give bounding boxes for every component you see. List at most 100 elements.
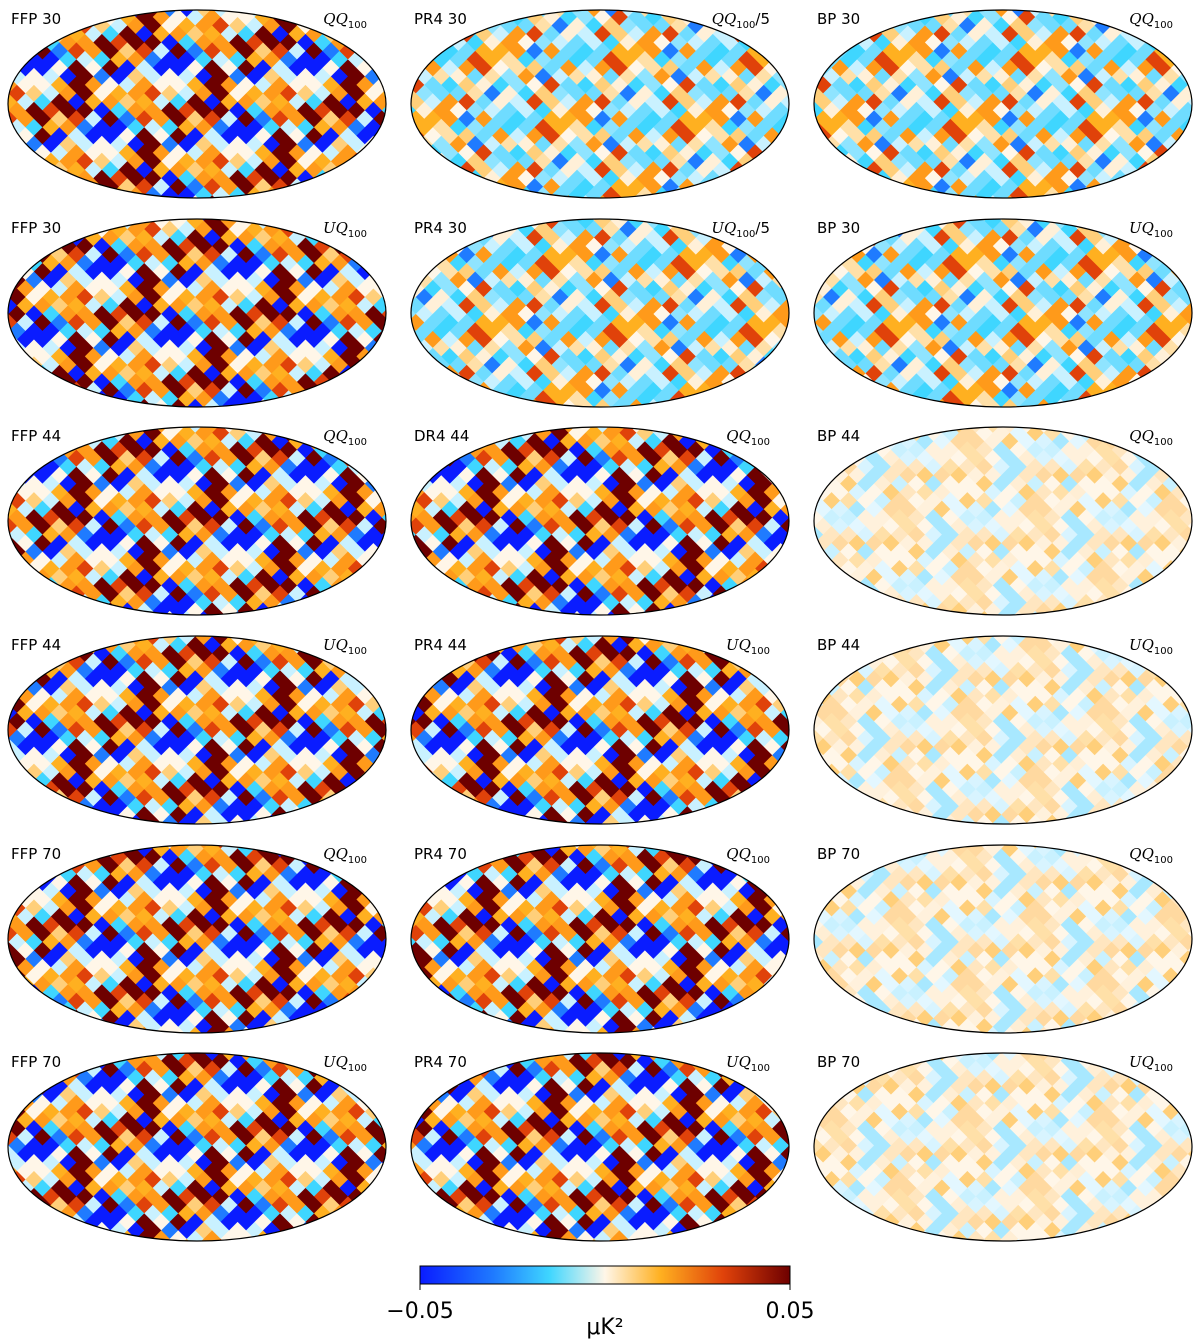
panel-title: BP 30 xyxy=(817,10,860,28)
field: UQ xyxy=(323,636,348,654)
subscript: 100 xyxy=(348,437,367,448)
field: UQ xyxy=(1129,636,1154,654)
sky-map xyxy=(813,844,1193,1034)
panel-quantity: UQ100 xyxy=(323,636,367,657)
colorbar-tick-label: −0.05 xyxy=(386,1299,453,1324)
sky-map xyxy=(7,218,387,408)
panel-title: FFP 30 xyxy=(11,219,61,237)
map-panel: BP 44 QQ100 xyxy=(813,426,1193,616)
field: QQ xyxy=(1129,10,1154,28)
subscript: 100 xyxy=(751,1063,770,1074)
panel-quantity: UQ100 xyxy=(726,636,770,657)
field: UQ xyxy=(711,219,736,237)
panel-title: DR4 44 xyxy=(414,427,469,445)
map-panel: PR4 30 QQ100/5 xyxy=(410,9,790,199)
subscript: 100 xyxy=(751,646,770,657)
field: QQ xyxy=(712,10,737,28)
panel-title: BP 44 xyxy=(817,427,860,445)
panel-title: BP 70 xyxy=(817,1053,860,1071)
panel-title: BP 44 xyxy=(817,636,860,654)
subscript: 100 xyxy=(1154,20,1173,31)
subscript: 100 xyxy=(348,855,367,866)
map-panel: FFP 30 QQ100 xyxy=(7,9,387,199)
panel-title: BP 70 xyxy=(817,845,860,863)
map-panel: FFP 70 QQ100 xyxy=(7,844,387,1034)
sky-map xyxy=(813,426,1193,616)
panel-quantity: QQ100 xyxy=(323,427,367,448)
panel-title: FFP 70 xyxy=(11,845,61,863)
map-panel: PR4 44 UQ100 xyxy=(410,635,790,825)
sky-map xyxy=(410,9,790,199)
sky-map xyxy=(813,1052,1193,1242)
sky-map xyxy=(7,844,387,1034)
panel-title: PR4 30 xyxy=(414,10,467,28)
subscript: 100 xyxy=(1154,855,1173,866)
map-panel: BP 30 UQ100 xyxy=(813,218,1193,408)
map-panel: FFP 70 UQ100 xyxy=(7,1052,387,1242)
map-panel: BP 70 UQ100 xyxy=(813,1052,1193,1242)
field: QQ xyxy=(726,845,751,863)
map-panel: DR4 44 QQ100 xyxy=(410,426,790,616)
subscript: 100 xyxy=(1154,437,1173,448)
sky-map xyxy=(7,9,387,199)
panel-quantity: QQ100 xyxy=(1129,10,1173,31)
map-panel: FFP 44 UQ100 xyxy=(7,635,387,825)
field: QQ xyxy=(1129,845,1154,863)
panel-title: BP 30 xyxy=(817,219,860,237)
field: QQ xyxy=(726,427,751,445)
panel-quantity: QQ100 xyxy=(1129,845,1173,866)
subscript: 100 xyxy=(736,229,755,240)
map-panel: PR4 70 UQ100 xyxy=(410,1052,790,1242)
sky-map xyxy=(410,426,790,616)
subscript: 100 xyxy=(348,20,367,31)
panel-title: PR4 70 xyxy=(414,845,467,863)
panel-title: FFP 44 xyxy=(11,636,61,654)
sky-map xyxy=(813,635,1193,825)
panel-quantity: QQ100 xyxy=(726,427,770,448)
panel-quantity: UQ100 xyxy=(1129,636,1173,657)
panel-quantity: UQ100 xyxy=(323,219,367,240)
field: UQ xyxy=(726,636,751,654)
map-panel: BP 70 QQ100 xyxy=(813,844,1193,1034)
field: QQ xyxy=(1129,427,1154,445)
panel-title: PR4 70 xyxy=(414,1053,467,1071)
map-panel: FFP 44 QQ100 xyxy=(7,426,387,616)
map-panel: BP 30 QQ100 xyxy=(813,9,1193,199)
sky-map xyxy=(813,218,1193,408)
suffix: /5 xyxy=(755,219,770,237)
panel-title: PR4 30 xyxy=(414,219,467,237)
panel-quantity: QQ100 xyxy=(726,845,770,866)
sky-map xyxy=(410,218,790,408)
sky-map xyxy=(7,426,387,616)
colorbar-label: μK² xyxy=(586,1315,623,1340)
subscript: 100 xyxy=(1154,229,1173,240)
field: QQ xyxy=(323,845,348,863)
panel-quantity: UQ100 xyxy=(323,1053,367,1074)
panel-quantity: QQ100/5 xyxy=(712,10,770,31)
field: UQ xyxy=(1129,219,1154,237)
panel-title: FFP 44 xyxy=(11,427,61,445)
sky-map xyxy=(7,635,387,825)
field: UQ xyxy=(1129,1053,1154,1071)
panel-quantity: QQ100 xyxy=(323,845,367,866)
map-panel: FFP 30 UQ100 xyxy=(7,218,387,408)
panel-title: PR4 44 xyxy=(414,636,467,654)
panel-quantity: UQ100 xyxy=(726,1053,770,1074)
panel-quantity: UQ100/5 xyxy=(711,219,770,240)
panel-quantity: QQ100 xyxy=(1129,427,1173,448)
field: QQ xyxy=(323,10,348,28)
panel-title: FFP 70 xyxy=(11,1053,61,1071)
map-panel: PR4 30 UQ100/5 xyxy=(410,218,790,408)
subscript: 100 xyxy=(1154,646,1173,657)
panel-quantity: UQ100 xyxy=(1129,1053,1173,1074)
panel-quantity: QQ100 xyxy=(323,10,367,31)
field: UQ xyxy=(323,1053,348,1071)
map-panel: PR4 70 QQ100 xyxy=(410,844,790,1034)
suffix: /5 xyxy=(755,10,770,28)
map-panel: BP 44 UQ100 xyxy=(813,635,1193,825)
field: UQ xyxy=(726,1053,751,1071)
subscript: 100 xyxy=(751,855,770,866)
sky-map xyxy=(410,844,790,1034)
sky-map xyxy=(7,1052,387,1242)
